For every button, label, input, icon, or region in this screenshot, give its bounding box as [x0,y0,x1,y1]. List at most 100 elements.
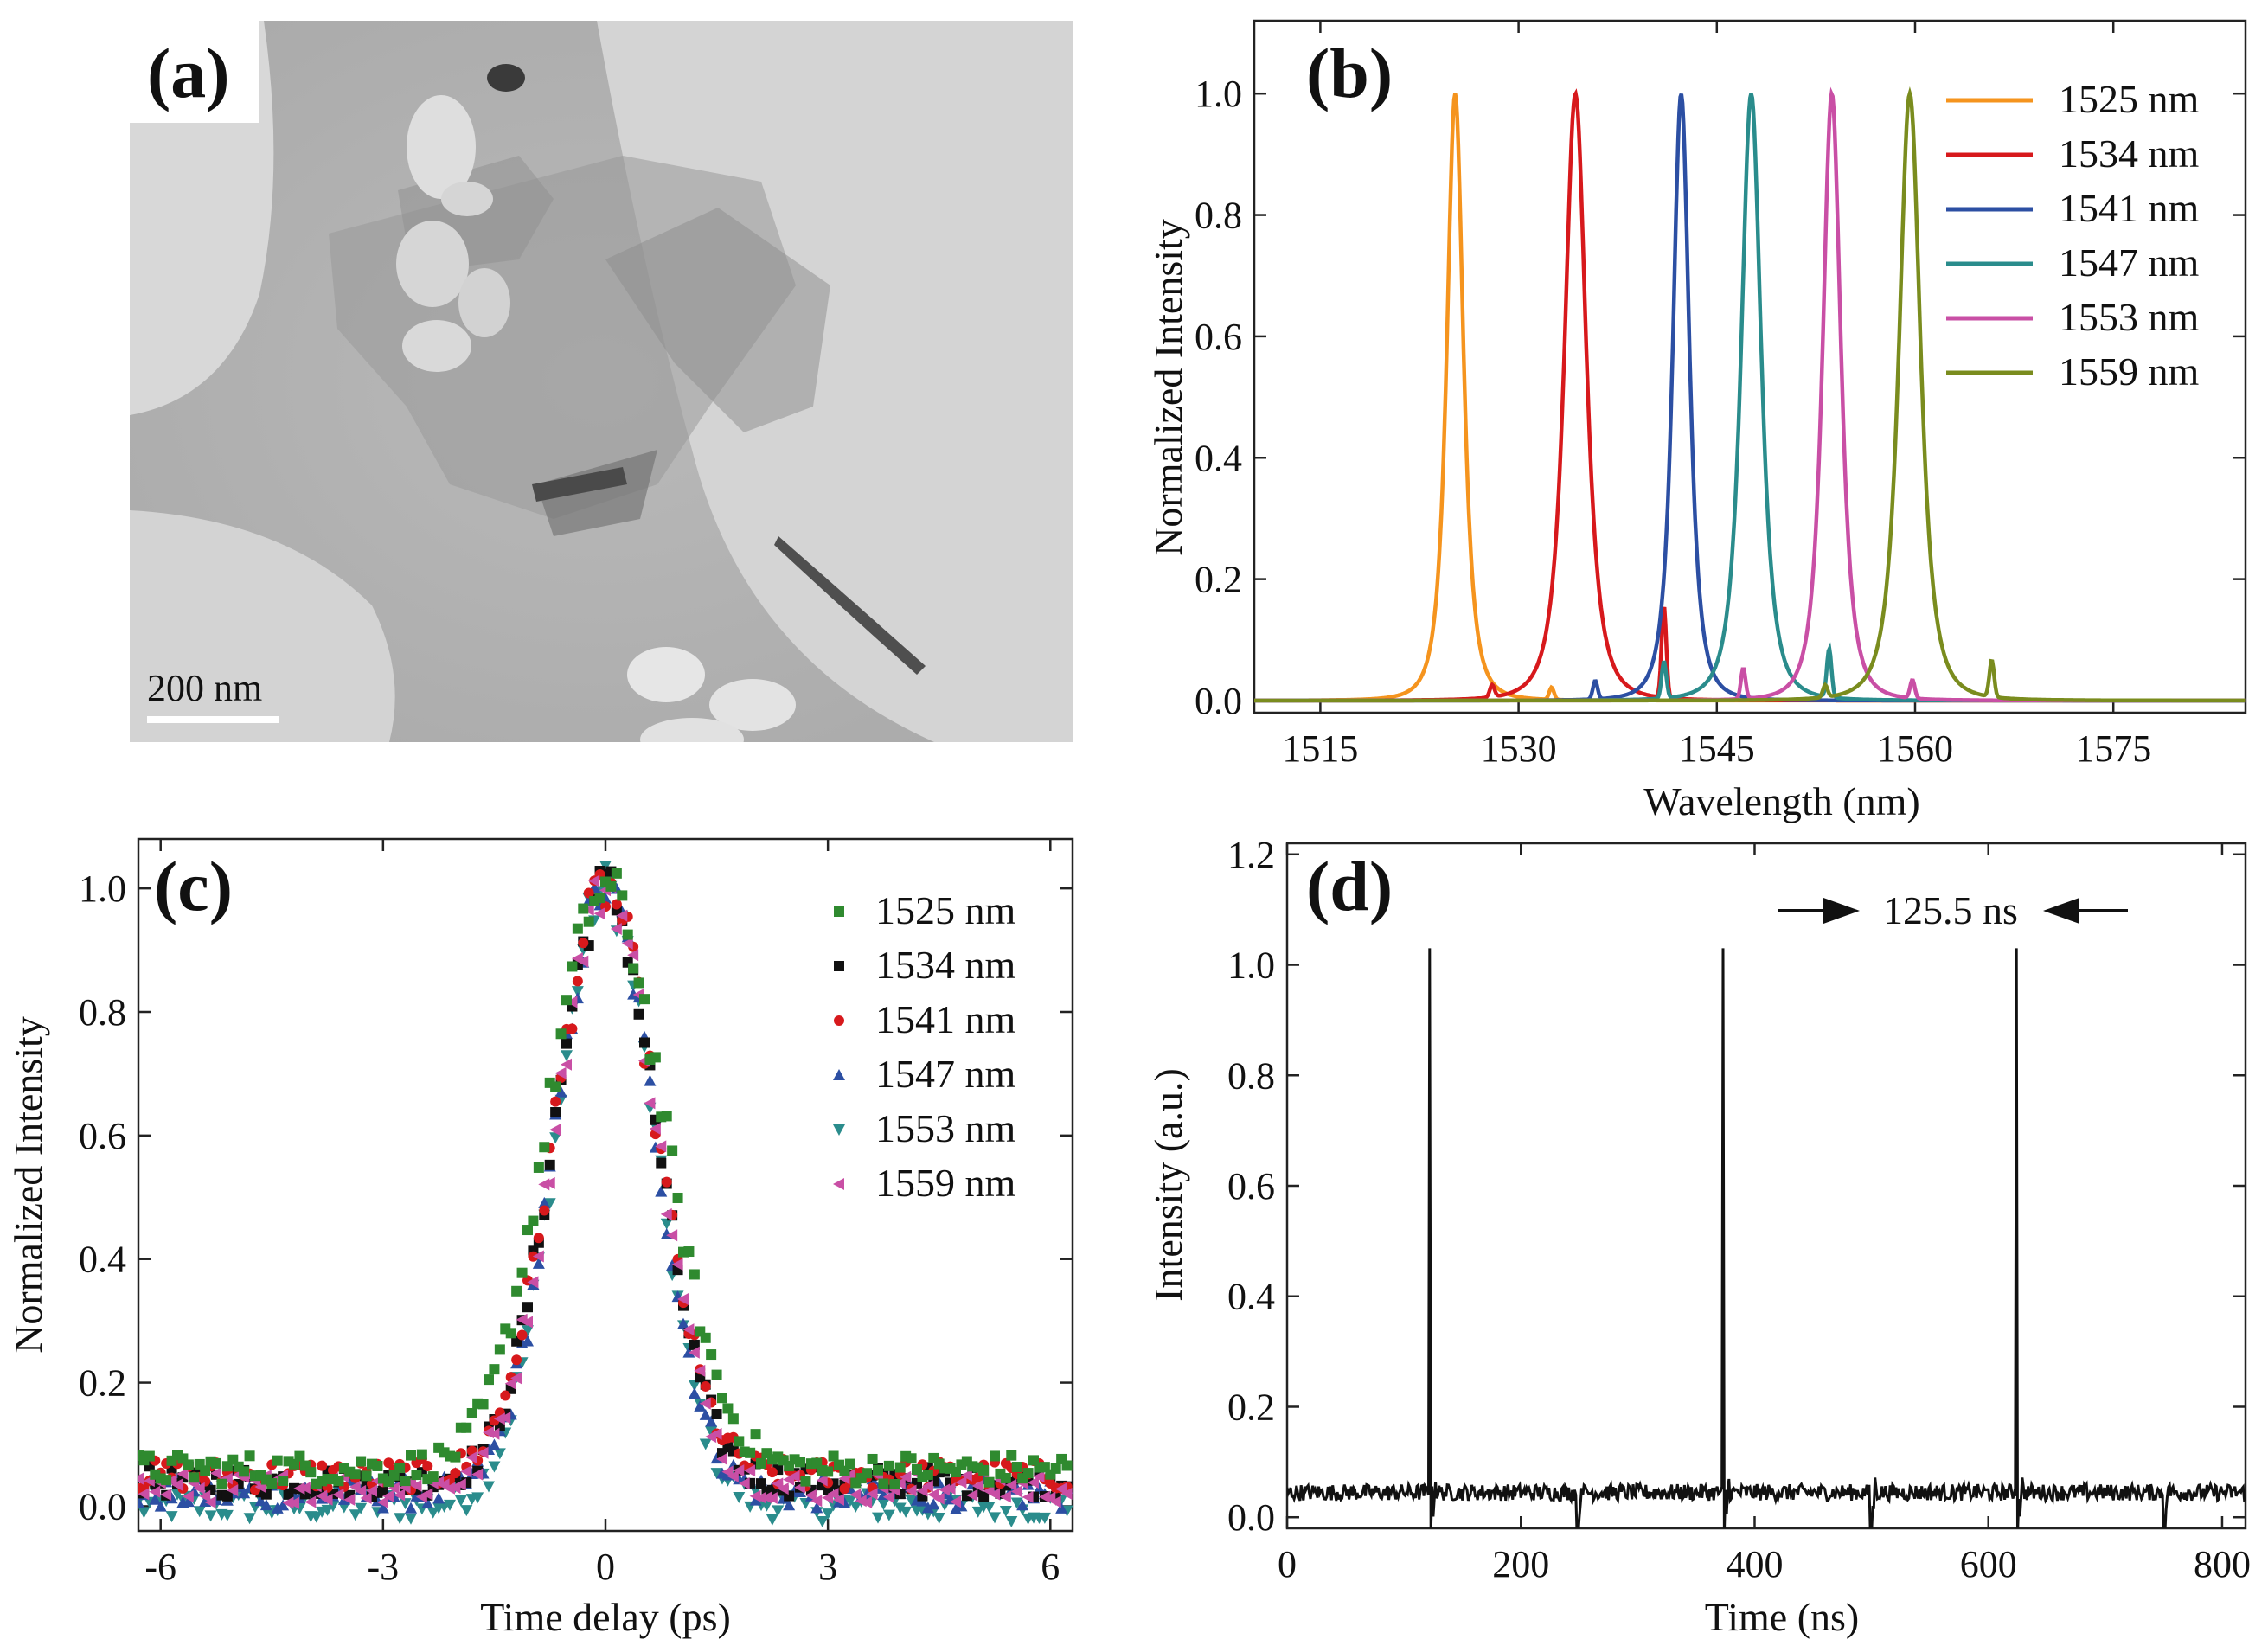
data-point [493,1448,506,1460]
data-point [849,1489,862,1502]
data-point [583,887,594,899]
legend-entry: 1525 nm [2059,77,2200,121]
data-point [772,1477,784,1490]
data-point [682,1323,695,1336]
data-point [1022,1490,1034,1503]
data-point [399,1498,412,1510]
data-point [410,1479,422,1492]
spectrum-1541-nm [1254,93,2246,703]
data-point [289,1458,299,1470]
data-point [644,1074,657,1086]
data-point [655,1140,667,1153]
data-point [611,899,622,910]
data-point [745,1447,756,1458]
panel-b-y-tick-label: 1.0 [1195,73,1242,115]
data-point [727,1470,739,1482]
data-point [484,1374,494,1386]
panel-c-x-axis-label: Time delay (ps) [480,1595,731,1639]
data-point [927,1498,940,1510]
data-point [950,1495,961,1508]
data-point [660,1218,673,1230]
panel-d-x-tick-label: 600 [1960,1543,2017,1585]
panel-b-curves [1254,86,2246,703]
data-point [193,1482,205,1495]
panel-d: 0.0 0.2 0.4 0.6 0.8 1.0 1.2 0 200 400 600 800 125.… [1146,834,2251,1639]
data-point [588,874,600,887]
data-point [777,1482,789,1495]
data-point [827,1488,839,1501]
data-point [1005,1478,1017,1491]
data-point [639,1037,650,1048]
data-point [727,1413,739,1425]
data-point [493,1412,505,1425]
data-point [293,1482,305,1495]
panel-c-x-tick-label: -6 [144,1546,176,1588]
panel-d-y-tick-label: 0.4 [1227,1276,1275,1318]
series-1525-nm [138,868,1073,1490]
data-point [272,1455,283,1466]
data-point [499,1412,511,1425]
data-point [1055,1482,1067,1495]
data-point [360,1492,372,1505]
data-point [689,1339,700,1350]
data-point [528,1215,539,1226]
data-point [733,1492,746,1504]
data-point [810,1502,823,1514]
data-point [211,1457,221,1469]
data-point [294,1450,305,1462]
data-point [259,1499,272,1511]
data-point [682,1346,695,1358]
data-point [349,1469,361,1480]
data-point [999,1505,1012,1517]
data-point [394,1463,406,1474]
data-point [661,1176,672,1188]
scale-bar-label: 200 nm [147,667,262,709]
data-point [561,1050,573,1062]
panel-c-x-tick-label: 6 [1041,1546,1060,1588]
data-point [477,1399,489,1410]
data-point [1060,1488,1073,1501]
data-point [221,1490,233,1502]
data-point [388,1482,400,1495]
data-point [683,1246,695,1258]
data-point [878,1478,889,1489]
data-point [932,1492,945,1505]
data-point [160,1488,172,1501]
data-point [1055,1502,1068,1514]
data-point [149,1485,161,1498]
data-point [144,1450,155,1462]
data-point [633,977,644,989]
data-point [755,1491,766,1504]
panel-a-label: (a) [147,34,230,112]
data-point [717,1393,727,1404]
data-point [1000,1472,1011,1483]
data-point [138,1488,150,1501]
data-point [488,1427,500,1440]
data-point [760,1491,772,1504]
legend-entry: 1547 nm [875,1052,1016,1096]
data-point [1033,1470,1045,1483]
data-point [543,1198,556,1210]
data-point [950,1502,962,1514]
data-point [699,1397,711,1410]
data-point [605,880,617,892]
data-point [983,1502,996,1514]
data-point [567,961,578,972]
data-point [783,1499,796,1511]
data-point [639,994,650,1005]
data-point [756,1457,766,1469]
data-point [828,1450,839,1462]
panel-b-x-axis-label: Wavelength (nm) [1643,779,1919,823]
data-point [182,1495,195,1508]
data-point [760,1500,773,1512]
period-arrow-left-head [2043,898,2079,924]
panel-d-y-tick-label: 1.0 [1227,944,1275,987]
panel-b: 0.00.20.40.60.81.0 1515 1530 1545 1560 1575 … [1146,19,2247,823]
data-point [161,1475,172,1486]
panel-c-x-tick-label: 0 [596,1546,615,1588]
panel-c-legend: 1525 nm 1534 nm 1541 nm 1547 nm 1553 nm 1559 … [833,888,1016,1205]
data-point [511,1354,522,1366]
data-point [594,893,605,904]
data-point [843,1495,856,1508]
panel-b-y-tick-label: 0.2 [1195,559,1242,601]
